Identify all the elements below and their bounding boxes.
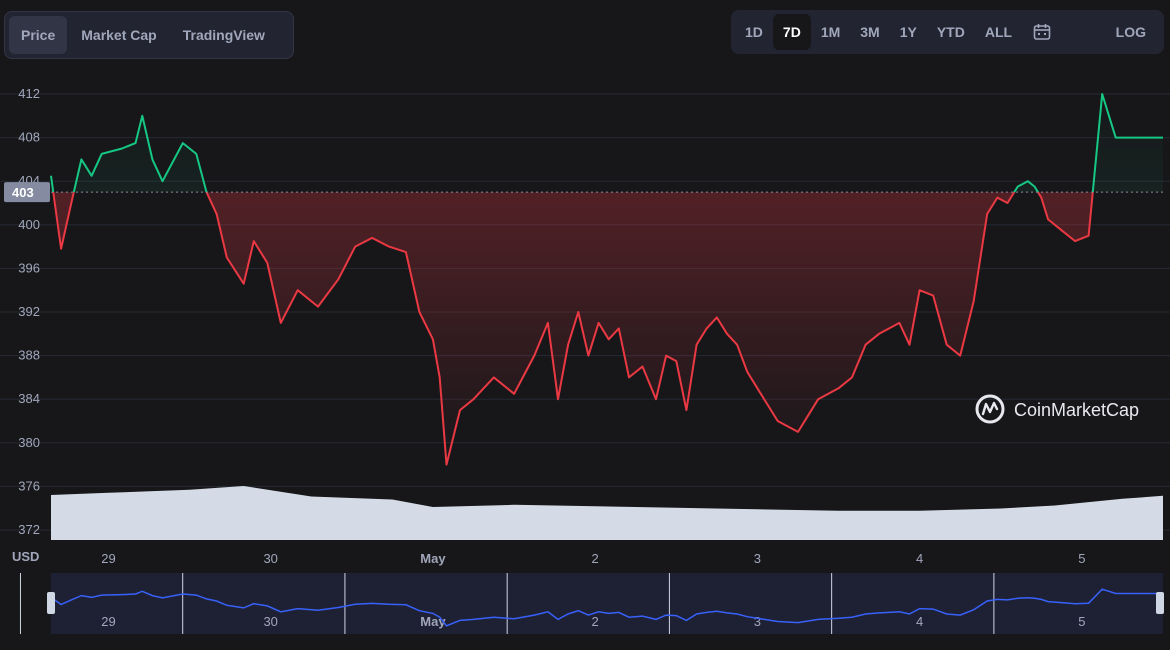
calendar-icon[interactable]: [1022, 14, 1062, 50]
y-tick-label: 412: [18, 86, 40, 101]
tab-market-cap[interactable]: Market Cap: [81, 27, 157, 43]
log-scale-toggle[interactable]: LOG: [1115, 24, 1146, 40]
watermark-text: CoinMarketCap: [1014, 400, 1139, 420]
navigator-tick-label: 4: [916, 614, 923, 629]
current-price-badge: [4, 182, 50, 203]
navigator-tick-label: 2: [592, 614, 599, 629]
range-3m[interactable]: 3M: [860, 24, 880, 40]
x-tick-label: 4: [916, 551, 923, 566]
chart-type-tabs: Price Market Cap TradingView: [4, 11, 294, 59]
current-price-label: 403: [12, 185, 34, 200]
navigator-line: [50, 588, 1163, 627]
navigator-tick-label: 3: [754, 614, 761, 629]
time-range-tabs: 1D 7D 1M 3M 1Y YTD ALL LOG: [731, 10, 1164, 54]
y-tick-label: 396: [18, 260, 40, 275]
x-axis: 29 30 May 2 3 4 5: [101, 551, 1085, 566]
navigator-bg: [51, 573, 1163, 634]
y-tick-label: 400: [18, 217, 40, 232]
navigator-handle-left[interactable]: [47, 592, 55, 614]
volume-fill: [51, 486, 1163, 540]
y-axis-unit: USD: [12, 549, 39, 564]
navigator[interactable]: 29 30 May 2 3 4 5: [19, 573, 1164, 634]
x-tick-label: 5: [1078, 551, 1085, 566]
navigator-tick-label: 5: [1078, 614, 1085, 629]
navigator-handle-right[interactable]: [1156, 592, 1164, 614]
range-1y[interactable]: 1Y: [899, 24, 917, 40]
above-ref-fill: [51, 94, 1163, 193]
navigator-tick-label: 30: [263, 614, 277, 629]
x-tick-label: 3: [754, 551, 761, 566]
y-tick-label: 384: [18, 391, 40, 406]
navigator-tick-label: 29: [101, 614, 115, 629]
range-ytd[interactable]: YTD: [936, 24, 965, 40]
price-line-up: [50, 93, 1163, 193]
x-tick-label: 29: [101, 551, 115, 566]
watermark: CoinMarketCap: [975, 394, 1139, 424]
price-line-down: [52, 192, 1094, 466]
range-1m[interactable]: 1M: [820, 24, 841, 40]
range-1d[interactable]: 1D: [745, 24, 763, 40]
x-tick-label: 2: [592, 551, 599, 566]
range-7d[interactable]: 7D: [772, 14, 811, 50]
x-tick-label: May: [420, 551, 446, 566]
y-tick-label: 408: [18, 130, 40, 145]
range-all[interactable]: ALL: [984, 24, 1013, 40]
tab-tradingview[interactable]: TradingView: [182, 27, 265, 43]
y-tick-label: 380: [18, 435, 40, 450]
y-tick-label: 392: [18, 304, 40, 319]
x-tick-label: 30: [263, 551, 277, 566]
y-tick-label: 376: [18, 478, 40, 493]
tab-price[interactable]: Price: [9, 16, 68, 54]
price-series: [50, 93, 1163, 466]
y-tick-label: 372: [18, 522, 40, 537]
volume-area: [51, 486, 1163, 540]
y-tick-label: 388: [18, 348, 40, 363]
